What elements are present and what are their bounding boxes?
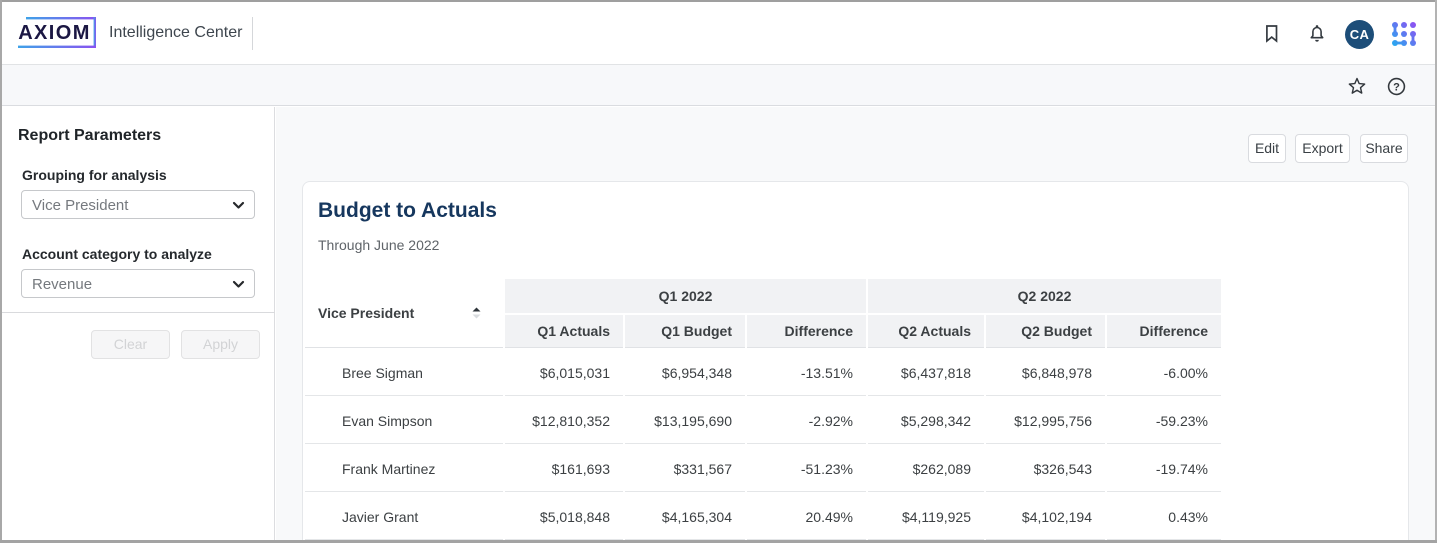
svg-text:?: ?: [1393, 81, 1400, 93]
